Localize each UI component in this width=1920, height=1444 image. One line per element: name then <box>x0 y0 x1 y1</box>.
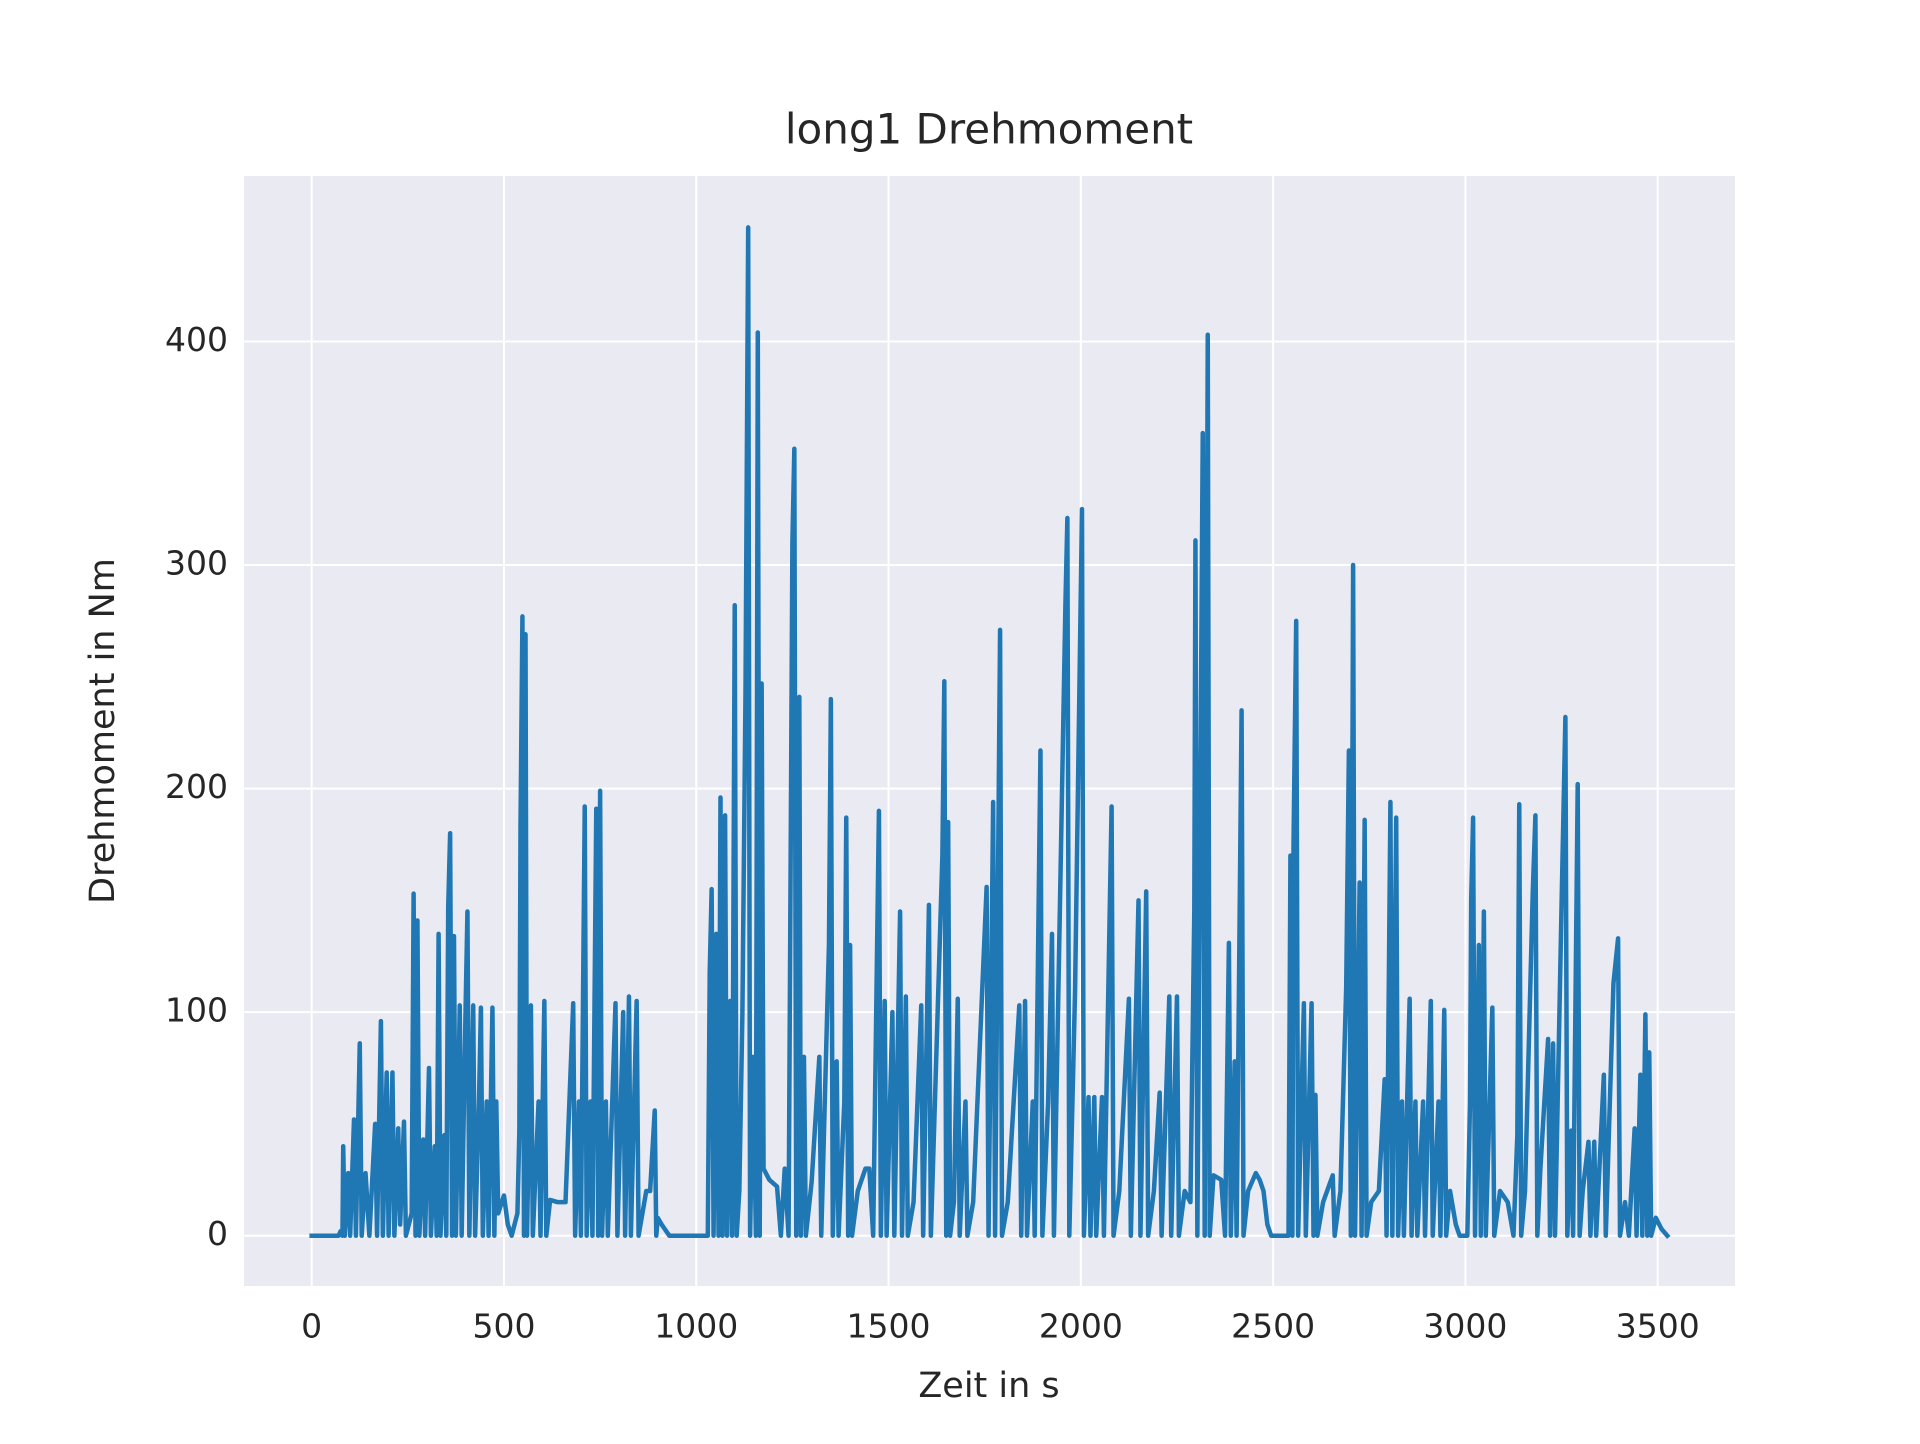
y-tick-label: 200 <box>165 767 228 806</box>
x-axis-label: Zeit in s <box>918 1366 1059 1406</box>
y-tick-label: 400 <box>165 320 228 359</box>
x-tick-label: 2500 <box>1231 1307 1315 1346</box>
x-tick-label: 1000 <box>654 1307 738 1346</box>
x-tick-label: 1500 <box>847 1307 931 1346</box>
x-tick-label: 2000 <box>1039 1307 1123 1346</box>
x-tick-label: 3000 <box>1423 1307 1507 1346</box>
data-line <box>309 225 1671 1239</box>
y-tick-label: 100 <box>165 991 228 1030</box>
x-tick-label: 3500 <box>1616 1307 1700 1346</box>
y-axis-label: Drehmoment in Nm <box>83 558 123 904</box>
y-tick-label: 300 <box>165 544 228 583</box>
y-tick-label: 0 <box>207 1214 228 1253</box>
chart-title: long1 Drehmoment <box>785 105 1193 154</box>
x-tick-label: 0 <box>301 1307 322 1346</box>
x-tick-label: 500 <box>472 1307 535 1346</box>
